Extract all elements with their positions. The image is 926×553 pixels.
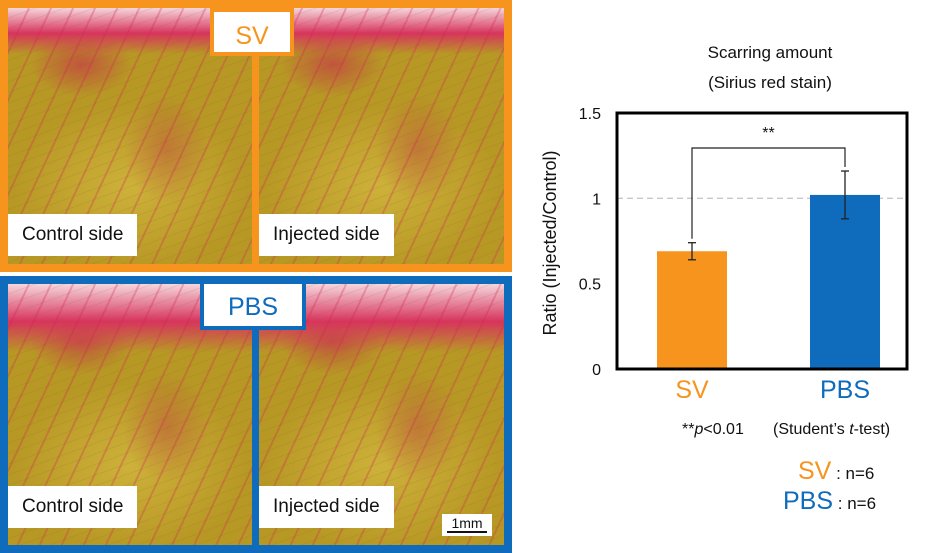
pbs-sample-size-value: : n=6 (837, 494, 877, 513)
y-axis-label: Ratio (Injected/Control) (540, 150, 560, 335)
plot-area: SV PBS 0 0.5 1 1.5 ** (579, 106, 909, 404)
test-prefix: (Student’s (773, 421, 850, 438)
y-tick-label: 1.5 (579, 106, 601, 123)
pbs-injected-side-label: Injected side (259, 486, 394, 528)
bar-sv (657, 251, 727, 369)
pbs-sample-size: PBS : n=6 (783, 487, 876, 516)
significance-label: ** (762, 125, 774, 142)
y-tick-label: 0 (592, 362, 601, 379)
sv-group-label: SV (210, 8, 294, 56)
test-suffix: -test) (853, 421, 891, 438)
p-value-threshold: <0.01 (703, 421, 744, 438)
x-tick-label-pbs: PBS (820, 376, 870, 404)
pbs-micrograph-panel: Control side Injected side PBS 1mm (0, 276, 512, 553)
p-value-note: **p<0.01 (682, 421, 744, 439)
plot-border (615, 111, 909, 371)
sv-sample-size-group: SV (798, 457, 832, 485)
pbs-control-side-label: Control side (8, 486, 138, 528)
test-note: (Student’s t-test) (773, 421, 890, 439)
sv-micrograph-panel: Control side Injected side SV (0, 0, 512, 272)
scale-bar-line (447, 531, 487, 533)
y-tick-label: 0.5 (579, 277, 601, 294)
chart-title: Scarring amount (708, 43, 833, 62)
sv-sample-size: SV : n=6 (798, 457, 874, 486)
bar-pbs (810, 194, 880, 369)
sv-sample-size-value: : n=6 (836, 464, 875, 483)
scale-bar: 1mm (442, 514, 492, 536)
p-value-variable: p (694, 421, 704, 438)
test-variable: t (849, 421, 854, 438)
pbs-group-label: PBS (200, 280, 306, 330)
scale-bar-label: 1mm (451, 515, 483, 531)
significance-bracket (691, 147, 846, 239)
p-value-prefix: ** (682, 421, 695, 438)
y-tick-label: 1 (592, 191, 601, 208)
pbs-sample-size-group: PBS (783, 487, 834, 515)
sv-control-side-label: Control side (8, 214, 138, 256)
x-tick-label-sv: SV (675, 376, 709, 404)
chart-subtitle: (Sirius red stain) (708, 73, 832, 92)
sv-injected-side-label: Injected side (259, 214, 394, 256)
